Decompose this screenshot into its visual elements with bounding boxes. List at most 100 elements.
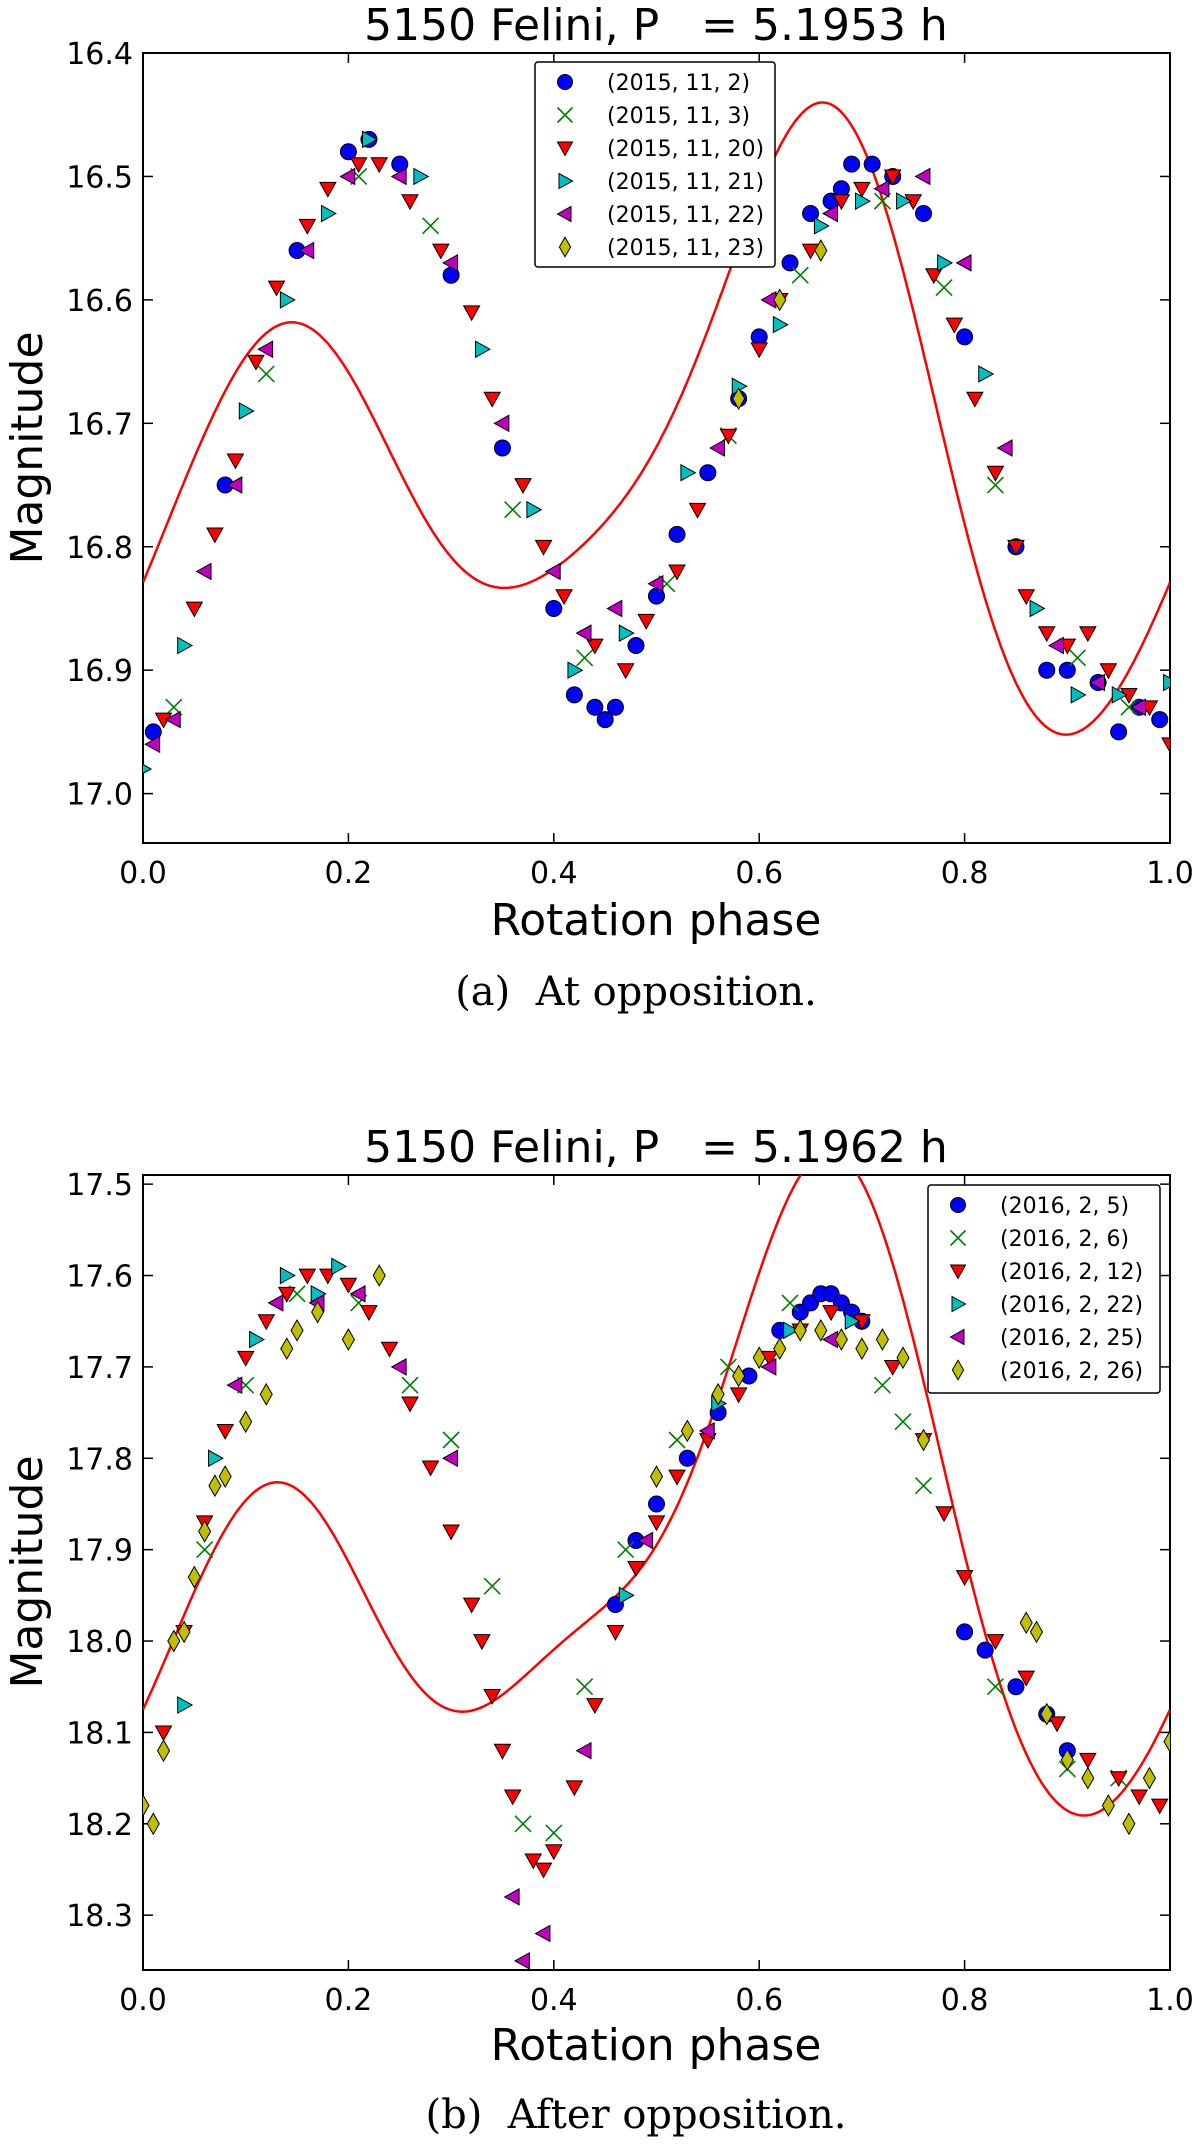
data-point — [247, 354, 265, 371]
data-point — [791, 266, 809, 284]
chart-title-b: 5150 Felini, P = 5.1962 h — [364, 1122, 948, 1173]
chart-panel-b: 5150 Felini, P = 5.1962 h 17.517.617.717… — [2, 1122, 1194, 2138]
data-point — [668, 1431, 686, 1449]
data-point — [526, 500, 543, 519]
data-point — [1122, 1812, 1136, 1836]
data-point — [341, 1328, 355, 1351]
data-point — [678, 1449, 696, 1467]
data-point — [915, 204, 933, 222]
legend-label: (2015, 11, 20) — [607, 137, 764, 162]
data-point — [362, 130, 378, 149]
data-point — [956, 1623, 974, 1641]
data-point — [226, 1376, 243, 1395]
data-point — [198, 1519, 212, 1543]
data-point — [618, 1586, 635, 1605]
data-point — [493, 414, 510, 433]
data-point — [493, 439, 511, 457]
data-point — [760, 1350, 779, 1367]
data-point — [534, 1862, 553, 1879]
data-point — [421, 1460, 440, 1477]
data-point — [544, 562, 561, 581]
data-point — [647, 1515, 666, 1532]
data-point — [143, 1794, 150, 1817]
data-point — [473, 1634, 491, 1651]
data-point — [167, 1629, 181, 1653]
data-point — [390, 167, 407, 186]
data-point — [1019, 1611, 1033, 1635]
data-point — [1110, 723, 1128, 741]
data-point — [144, 735, 161, 754]
data-point — [1038, 661, 1056, 679]
data-point — [401, 1376, 419, 1394]
data-point — [772, 315, 789, 334]
data-point — [688, 502, 707, 519]
legend-label: (2016, 2, 22) — [1000, 1293, 1143, 1318]
data-point — [279, 1266, 296, 1285]
data-point — [627, 637, 645, 654]
legend-marker — [949, 1328, 965, 1346]
data-point — [955, 253, 972, 272]
data-point — [1109, 1771, 1128, 1788]
data-point — [513, 1952, 530, 1970]
data-point — [257, 1314, 276, 1331]
data-point — [239, 1410, 253, 1434]
data-point — [668, 525, 686, 543]
data-points-b — [143, 1257, 1170, 1970]
data-point — [514, 478, 532, 495]
legend-label: (2016, 2, 25) — [1000, 1326, 1143, 1351]
data-point — [914, 1477, 933, 1495]
legend-label: (2016, 2, 12) — [1000, 1260, 1143, 1285]
data-point — [813, 216, 830, 235]
legend-marker — [558, 172, 574, 190]
data-point — [1060, 1748, 1074, 1772]
data-point — [360, 1305, 378, 1322]
data-point — [442, 1524, 460, 1541]
data-point — [349, 157, 368, 174]
data-point — [380, 1341, 399, 1358]
data-point — [534, 1924, 551, 1943]
y-axis-title-a: Magnitude — [2, 331, 53, 564]
x-axis-b: 0.0 0.2 0.4 0.6 0.8 1.0 — [119, 1175, 1194, 2018]
data-point — [319, 181, 337, 198]
data-point — [257, 340, 274, 359]
data-point — [146, 1812, 160, 1836]
x-tick-label: 0.0 — [119, 856, 167, 891]
legend-marker — [951, 1359, 965, 1381]
data-point — [544, 1844, 563, 1861]
data-point — [372, 1264, 386, 1287]
fit-curve-b — [143, 1175, 1170, 1817]
y-tick-label: 18.2 — [66, 1808, 133, 1843]
data-point — [1007, 1678, 1025, 1696]
legend-marker — [949, 1229, 967, 1247]
data-point — [545, 1824, 563, 1842]
data-point — [996, 439, 1013, 457]
data-point — [956, 328, 974, 346]
data-point — [207, 1449, 224, 1468]
data-point — [832, 194, 851, 211]
data-point — [177, 1620, 191, 1644]
legend-label: (2015, 11, 21) — [607, 170, 764, 195]
legend-frame — [927, 1184, 1161, 1394]
data-point — [156, 1739, 171, 1763]
y-tick-label: 16.9 — [66, 654, 133, 689]
data-point — [442, 1431, 460, 1449]
data-point — [1017, 589, 1036, 606]
data-point — [1078, 1752, 1097, 1769]
data-point — [339, 143, 357, 161]
data-point — [822, 204, 838, 223]
data-point — [873, 1376, 892, 1394]
data-point — [853, 181, 871, 198]
data-point — [298, 1268, 317, 1285]
data-point — [1048, 636, 1064, 655]
y-tick-label: 17.9 — [66, 1534, 133, 1569]
data-point — [883, 1359, 902, 1376]
x-tick-label: 0.2 — [325, 1983, 373, 2018]
data-point — [711, 1382, 725, 1406]
data-point — [401, 1396, 419, 1413]
data-point — [493, 1743, 512, 1760]
y-tick-label: 18.3 — [66, 1899, 133, 1934]
data-point — [637, 1531, 654, 1550]
legend-label: (2015, 11, 3) — [607, 104, 750, 129]
data-point — [976, 1641, 994, 1659]
